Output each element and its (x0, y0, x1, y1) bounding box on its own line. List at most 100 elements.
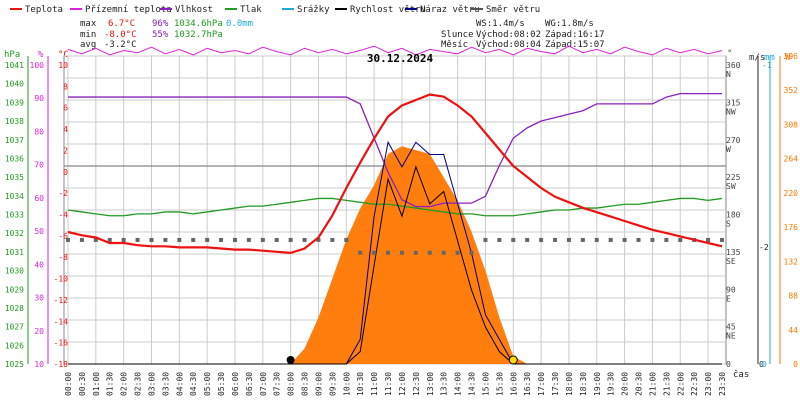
wind-line (68, 165, 722, 365)
temperature-tick-label: -14 (54, 317, 69, 326)
direction-point (330, 237, 335, 242)
x-tick-label: 05:30 (217, 372, 226, 396)
direction-point (205, 237, 210, 242)
wind-tick-label: -2 (759, 243, 769, 252)
direction-point (441, 250, 446, 255)
x-tick-label: 04:00 (175, 372, 184, 396)
temperature-tick-label: -8 (58, 253, 68, 262)
series-layer (66, 45, 724, 365)
temperature-tick-label: -6 (58, 232, 68, 241)
direction-name-label: NE (726, 332, 736, 341)
x-tick-label: 06:30 (245, 372, 254, 396)
stats-max-press: 1034.6hPa (174, 19, 223, 29)
direction-point (302, 237, 307, 242)
direction-point (497, 237, 502, 242)
x-tick-label: 03:00 (147, 372, 156, 396)
direction-point (66, 237, 70, 242)
pressure-tick-label: 1032 (5, 229, 24, 238)
direction-tick-label: 360 (726, 61, 741, 70)
solar-tick-label: 264 (784, 155, 799, 164)
sunrise-marker (286, 356, 295, 364)
stats-max-hum: 96% (152, 19, 169, 29)
x-tick-label: 17:00 (537, 372, 546, 396)
x-tick-label: 14:30 (468, 372, 477, 396)
legend: Teplota Přízemní teplota Vlhkost Tlak Srážky… (10, 5, 540, 15)
legend-label: Teplota (25, 5, 63, 15)
direction-point (260, 237, 265, 242)
y-axes: 1041104010391038103710361035103410331032… (5, 52, 798, 369)
legend-label: Srážky (297, 5, 330, 15)
direction-point (344, 237, 349, 242)
direction-point (720, 237, 724, 242)
x-tick-label: 09:30 (328, 372, 337, 396)
pressure-tick-label: 1039 (5, 98, 24, 107)
x-tick-label: 11:00 (370, 372, 379, 396)
x-tick-label: 18:00 (565, 372, 574, 396)
temperature-tick-label: -10 (54, 275, 69, 284)
legend-label: Přízemní teplota (85, 5, 172, 15)
pressure-tick-label: 1028 (5, 304, 24, 313)
x-tick-label: 04:30 (189, 372, 198, 396)
x-tick-label: 01:00 (92, 372, 101, 396)
x-tick-label: 22:00 (676, 372, 685, 396)
direction-tick-label: 90 (726, 285, 736, 294)
x-tick-label: 07:00 (259, 372, 268, 396)
unit-w: W (785, 53, 791, 63)
direction-point (372, 250, 377, 255)
x-tick-label: 20:00 (621, 372, 630, 396)
humidity-tick-label: 100 (30, 61, 45, 70)
x-tick-label: 09:00 (314, 372, 323, 396)
unit-mm: mm (764, 53, 775, 63)
stats-avg-temp: -3.2°C (104, 40, 137, 50)
x-tick-label: 00:30 (78, 372, 87, 396)
x-tick-label: 01:30 (106, 372, 115, 396)
sunset-marker (508, 355, 518, 365)
humidity-line (68, 92, 722, 208)
pressure-line (67, 197, 723, 217)
stats-max-temp: 6.7°C (108, 19, 135, 29)
temperature-tick-label: 8 (63, 82, 68, 91)
x-tick-label: 14:00 (454, 372, 463, 396)
direction-point (79, 237, 84, 242)
legend-label: Vlhkost (175, 5, 213, 15)
solar-tick-label: 352 (784, 86, 799, 95)
wind-ws: WS:1.4m/s (476, 19, 525, 29)
stats-max-rain: 0.0mm (226, 19, 253, 29)
stats-min-label: min (80, 30, 96, 40)
temperature-tick-label: 0 (63, 168, 68, 177)
solar-tick-label: 132 (784, 257, 799, 266)
direction-point (274, 237, 279, 242)
humidity-tick-label: 20 (34, 327, 44, 336)
sun-label: Slunce (441, 30, 474, 40)
moon-label: Měsíc (441, 40, 468, 50)
solar-area (68, 146, 722, 364)
direction-name-label: S (726, 220, 731, 229)
legend-label: Náraz větru (420, 5, 480, 15)
x-tick-label: 19:30 (607, 372, 616, 396)
x-tick-label: 22:30 (690, 372, 699, 396)
pressure-tick-label: 1031 (5, 248, 24, 257)
direction-point (163, 237, 168, 242)
chart-date: 30.12.2024 (367, 52, 434, 65)
legend-label: Rychlost větru (350, 5, 426, 15)
pressure-tick-label: 1036 (5, 154, 24, 163)
solar-tick-label: 308 (784, 120, 799, 129)
x-tick-label: 12:30 (412, 372, 421, 396)
direction-name-label: E (726, 294, 731, 303)
solar-tick-label: 176 (784, 223, 799, 232)
direction-point (219, 237, 224, 242)
x-tick-label: 10:30 (356, 372, 365, 396)
x-tick-label: 15:30 (495, 372, 504, 396)
x-tick-label: 20:30 (635, 372, 644, 396)
unit-temp: °C (58, 50, 69, 60)
x-tick-label: 21:30 (662, 372, 671, 396)
stats-max-label: max (80, 19, 97, 29)
wind-tick-label: 0 (759, 360, 764, 369)
direction-point (121, 237, 126, 242)
humidity-tick-label: 50 (34, 227, 44, 236)
pressure-tick-label: 1034 (5, 192, 24, 201)
direction-tick-label: 225 (726, 173, 741, 182)
x-tick-label: 02:00 (120, 372, 129, 396)
unit-ms: m/s (749, 53, 765, 63)
x-axis-label: čas (733, 369, 749, 380)
